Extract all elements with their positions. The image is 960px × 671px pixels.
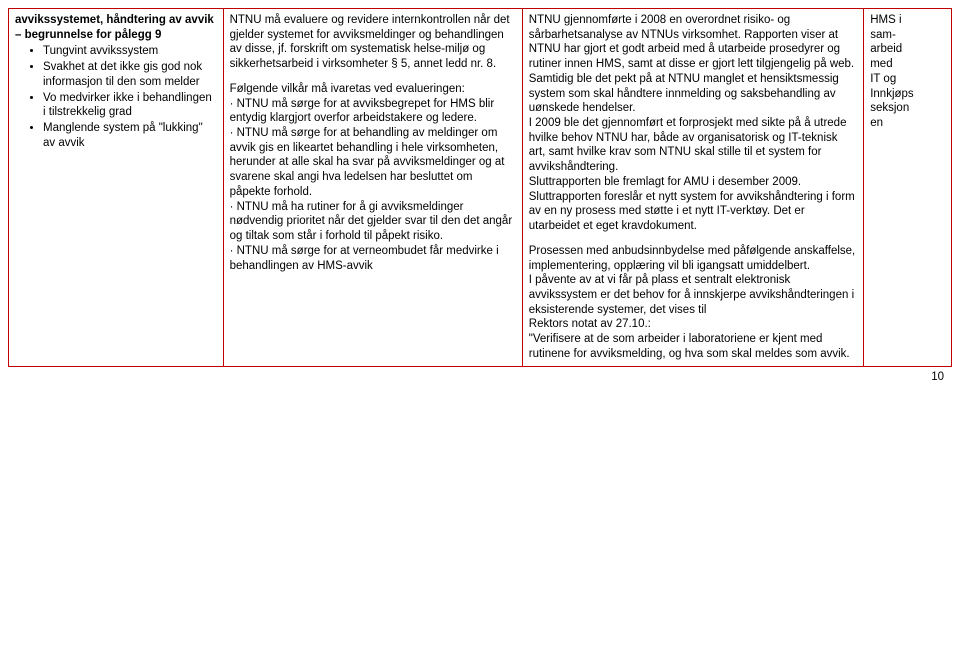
paragraph: NTNU må evaluere og revidere internkontr…: [230, 13, 516, 72]
paragraph: · NTNU må sørge for at verneombudet får …: [230, 244, 516, 273]
paragraph: NTNU gjennomførte i 2008 en overordnet r…: [529, 13, 857, 116]
list-item: Svakhet at det ikke gis god nok informas…: [43, 60, 217, 89]
paragraph: · NTNU må sørge for at behandling av mel…: [230, 126, 516, 200]
document-table: avvikssystemet, håndtering av avvik – be…: [8, 8, 952, 367]
spacer: [529, 234, 857, 244]
paragraph: Sluttrapporten ble fremlagt for AMU i de…: [529, 175, 857, 234]
col1-bullet-list: Tungvint avvikssystem Svakhet at det ikk…: [15, 44, 217, 150]
paragraph: Rektors notat av 27.10.:: [529, 317, 857, 332]
col4-line: HMS i: [870, 13, 945, 28]
col4-line: med: [870, 57, 945, 72]
list-item: Manglende system på "lukking" av avvik: [43, 121, 217, 150]
col4-line: seksjon: [870, 101, 945, 116]
cell-col1: avvikssystemet, håndtering av avvik – be…: [9, 9, 224, 367]
list-item: Vo medvirker ikke i behandlingen i tilst…: [43, 91, 217, 120]
col4-line: IT og: [870, 72, 945, 87]
spacer: [230, 72, 516, 82]
cell-col2: NTNU må evaluere og revidere internkontr…: [223, 9, 522, 367]
table-row: avvikssystemet, håndtering av avvik – be…: [9, 9, 952, 367]
paragraph: "Verifisere at de som arbeider i laborat…: [529, 332, 857, 361]
col4-line: en: [870, 116, 945, 131]
col4-line: Innkjøps: [870, 87, 945, 102]
page-number: 10: [8, 367, 952, 383]
col4-line: arbeid: [870, 42, 945, 57]
paragraph: I 2009 ble det gjennomført et forprosjek…: [529, 116, 857, 175]
paragraph: I påvente av at vi får på plass et sentr…: [529, 273, 857, 317]
col1-heading: avvikssystemet, håndtering av avvik – be…: [15, 13, 217, 42]
col4-line: sam-: [870, 28, 945, 43]
paragraph: · NTNU må ha rutiner for å gi avviksmeld…: [230, 200, 516, 244]
paragraph: Prosessen med anbudsinnbydelse med påføl…: [529, 244, 857, 273]
cell-col3: NTNU gjennomførte i 2008 en overordnet r…: [522, 9, 863, 367]
cell-col4: HMS i sam- arbeid med IT og Innkjøps sek…: [864, 9, 952, 367]
list-item: Tungvint avvikssystem: [43, 44, 217, 59]
paragraph: Følgende vilkår må ivaretas ved evalueri…: [230, 82, 516, 97]
paragraph: · NTNU må sørge for at avviksbegrepet fo…: [230, 97, 516, 126]
